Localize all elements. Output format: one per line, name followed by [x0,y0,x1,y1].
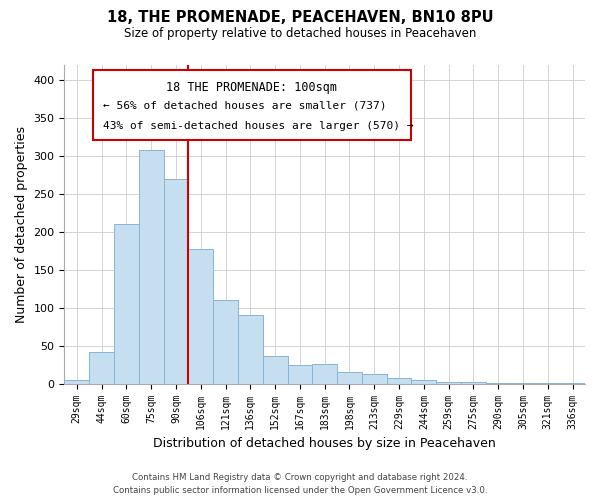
Text: 18, THE PROMENADE, PEACEHAVEN, BN10 8PU: 18, THE PROMENADE, PEACEHAVEN, BN10 8PU [107,10,493,25]
Bar [313,364,337,384]
Text: Contains public sector information licensed under the Open Government Licence v3: Contains public sector information licen… [113,486,487,495]
Bar [511,383,535,384]
Bar [114,224,139,384]
FancyBboxPatch shape [93,70,410,140]
Text: ← 56% of detached houses are smaller (737): ← 56% of detached houses are smaller (73… [103,100,387,110]
Bar [486,383,511,384]
Bar [164,179,188,384]
Text: Contains HM Land Registry data © Crown copyright and database right 2024.: Contains HM Land Registry data © Crown c… [132,474,468,482]
Bar [461,382,486,384]
Text: 18 THE PROMENADE: 100sqm: 18 THE PROMENADE: 100sqm [166,81,337,94]
Bar [188,248,213,384]
X-axis label: Distribution of detached houses by size in Peacehaven: Distribution of detached houses by size … [154,437,496,450]
Bar [213,300,238,384]
Bar [560,383,585,384]
Y-axis label: Number of detached properties: Number of detached properties [15,126,28,323]
Text: 43% of semi-detached houses are larger (570) →: 43% of semi-detached houses are larger (… [103,121,414,131]
Bar [238,314,263,384]
Text: Size of property relative to detached houses in Peacehaven: Size of property relative to detached ho… [124,28,476,40]
Bar [386,378,412,384]
Bar [535,383,560,384]
Bar [263,356,287,384]
Bar [412,380,436,384]
Bar [337,372,362,384]
Bar [89,352,114,384]
Bar [287,366,313,384]
Bar [436,382,461,384]
Bar [362,374,386,384]
Bar [139,150,164,384]
Bar [64,380,89,384]
